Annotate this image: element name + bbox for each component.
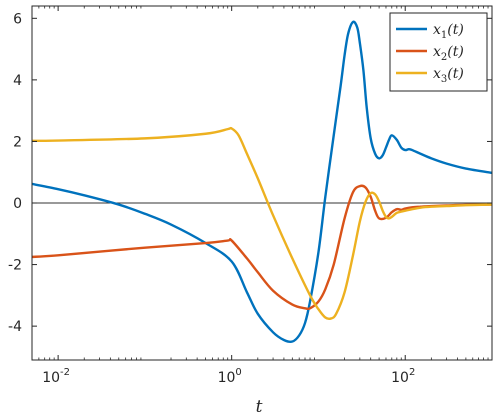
y-tick-label: 6 [13,11,22,27]
y-tick-label: 2 [13,134,22,150]
y-tick-label: -4 [8,319,22,335]
legend-label-x3: x3(t) [433,66,464,85]
y-tick-label: 4 [13,73,22,89]
series-line-x1 [32,20,492,344]
series-layer [32,20,492,344]
series-line-x2 [32,184,492,311]
y-axis-ticks: -4 -2 0 2 4 6 [8,11,492,335]
x-tick-label: 10-2 [42,367,70,386]
legend: x1(t) x2(t) x3(t) [389,12,488,92]
axes-frame [31,5,493,361]
series-line-x3 [32,126,492,321]
y-tick-label: 0 [13,196,22,212]
y-tick-label: -2 [8,258,22,274]
legend-label-x2: x2(t) [433,44,464,63]
x-axis-label: t [256,397,263,417]
legend-label-x1: x1(t) [433,22,464,41]
x-tick-label: 102 [391,367,415,386]
x-tick-label: 100 [218,367,242,386]
x-axis-ticks: 10-2 100 102 [31,6,489,386]
